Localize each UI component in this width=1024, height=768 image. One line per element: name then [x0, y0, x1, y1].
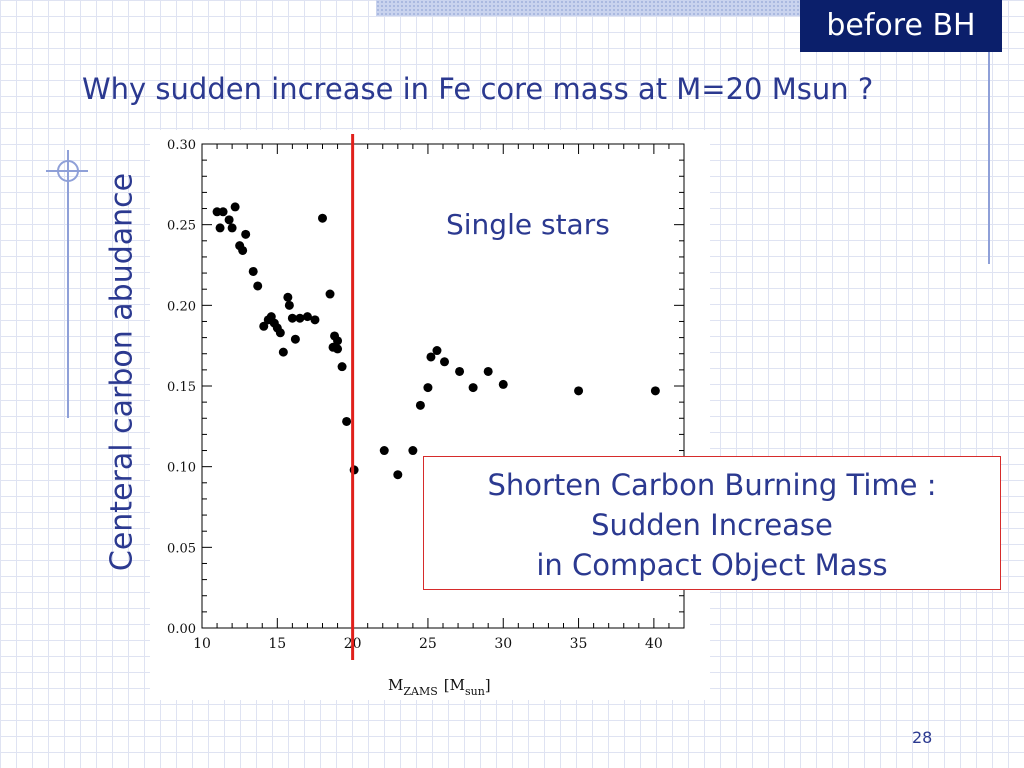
- y-tick-label: 0.30: [167, 138, 196, 153]
- x-tick-label: 35: [570, 636, 588, 652]
- data-point: [498, 379, 508, 389]
- data-point: [302, 312, 312, 322]
- data-point: [230, 202, 240, 212]
- data-point: [415, 400, 425, 410]
- plot-background: [150, 130, 710, 700]
- data-point: [318, 213, 327, 223]
- x-axis-label-part: sun: [465, 685, 485, 698]
- data-point: [284, 300, 294, 310]
- data-point: [215, 223, 225, 233]
- x-axis-label-part: ]: [485, 676, 491, 694]
- y-tick-label: 0.25: [167, 219, 196, 234]
- data-point: [423, 383, 433, 393]
- data-point: [432, 346, 442, 356]
- x-axis-label-part: M: [388, 676, 403, 694]
- data-point: [295, 313, 305, 323]
- x-tick-label: 30: [494, 636, 512, 652]
- y-tick-label: 0.00: [167, 622, 196, 637]
- chart-annotation: Single stars: [446, 208, 610, 241]
- x-axis-label-part: ZAMS: [403, 685, 437, 698]
- data-point: [379, 446, 389, 456]
- data-point: [574, 386, 584, 396]
- slide-title: Why sudden increase in Fe core mass at M…: [82, 72, 874, 106]
- data-point: [440, 357, 450, 367]
- page-number: 28: [912, 728, 933, 747]
- data-point: [337, 362, 347, 372]
- data-point: [455, 366, 465, 376]
- x-axis-label-part: [M: [444, 676, 465, 694]
- data-point: [426, 352, 436, 362]
- section-tag: before BH: [800, 0, 1002, 52]
- x-tick-label: 40: [645, 636, 663, 652]
- data-point: [650, 386, 660, 396]
- data-point: [290, 334, 300, 344]
- data-point: [342, 416, 352, 426]
- y-tick-label: 0.15: [167, 380, 196, 395]
- y-tick-label: 0.10: [167, 461, 196, 476]
- data-point: [253, 281, 263, 291]
- callout-line-1: Shorten Carbon Burning Time :: [487, 468, 937, 502]
- data-point: [278, 347, 288, 357]
- data-point: [218, 207, 228, 217]
- data-point: [224, 215, 234, 225]
- data-point: [287, 313, 297, 323]
- left-decoration-circle-icon: [57, 160, 79, 182]
- data-point: [333, 336, 343, 346]
- right-decoration-line: [988, 52, 990, 264]
- data-point: [241, 229, 251, 239]
- data-point: [483, 366, 493, 376]
- data-point: [349, 465, 359, 475]
- data-point: [275, 328, 285, 338]
- x-axis-label: MZAMS [Msun]: [388, 676, 491, 698]
- data-point: [468, 383, 478, 393]
- left-decoration-line: [67, 150, 69, 418]
- data-point: [333, 344, 343, 354]
- y-axis-label: Centeral carbon abudance: [104, 172, 140, 572]
- callout-line-3: in Compact Object Mass: [536, 548, 888, 582]
- data-point: [259, 321, 269, 331]
- data-point: [325, 289, 335, 299]
- scatter-chart: 101520253035400.000.050.100.150.200.250.…: [167, 134, 685, 698]
- y-tick-label: 0.05: [167, 541, 196, 556]
- data-point: [393, 470, 403, 480]
- data-point: [238, 245, 248, 255]
- data-point: [227, 223, 237, 233]
- x-tick-label: 15: [268, 636, 286, 652]
- title-decoration-band: [376, 0, 800, 16]
- data-point: [283, 292, 293, 302]
- x-tick-label: 10: [193, 636, 211, 652]
- y-tick-label: 0.20: [167, 299, 196, 314]
- conclusion-callout: Shorten Carbon Burning Time : Sudden Inc…: [423, 456, 1001, 590]
- x-tick-label: 25: [419, 636, 437, 652]
- callout-line-2: Sudden Increase: [591, 508, 833, 542]
- data-point: [248, 266, 258, 276]
- data-point: [310, 315, 320, 325]
- data-point: [408, 446, 418, 456]
